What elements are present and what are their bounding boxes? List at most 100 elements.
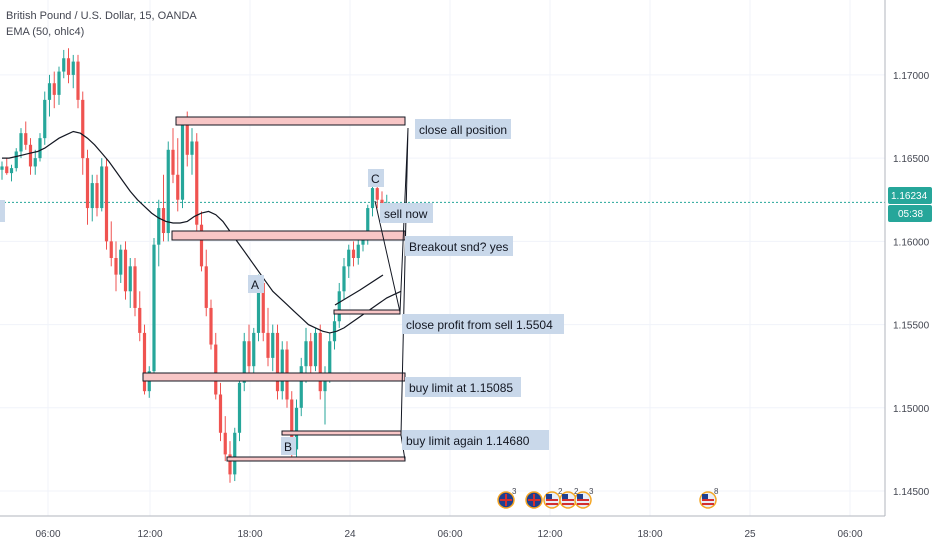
candle-body <box>294 407 299 450</box>
price-tick: 1.17000 <box>893 71 930 82</box>
candle-body <box>128 266 132 292</box>
label-a: A <box>251 278 259 292</box>
candle-body <box>237 382 242 433</box>
candle-body <box>266 332 270 358</box>
label-buy-limit-again: buy limit again 1.14680 <box>406 434 530 448</box>
candle-body <box>100 166 104 209</box>
candle-body <box>71 61 75 75</box>
symbol-title[interactable]: British Pound / U.S. Dollar, 15, OANDA <box>6 10 197 22</box>
candle-body <box>142 332 147 392</box>
candle-body <box>123 249 128 292</box>
candle-body <box>14 151 18 169</box>
candle-body <box>52 83 56 95</box>
candle-body <box>361 239 365 245</box>
candle-body <box>233 432 237 475</box>
price-tick: 1.14500 <box>893 487 930 498</box>
zone-buy-limit[interactable] <box>142 372 406 382</box>
event-count: 3 <box>589 487 594 496</box>
candle-body <box>81 99 85 159</box>
candle-body <box>43 99 47 139</box>
candle-body <box>323 374 327 392</box>
time-tick: 18:00 <box>237 529 262 540</box>
label-c: C <box>371 172 380 186</box>
label-sell-now: sell now <box>384 207 428 221</box>
candle-body <box>157 208 161 245</box>
event-count: 2 <box>574 487 579 496</box>
candle-body <box>166 149 170 234</box>
label-bg-breakout <box>405 236 513 256</box>
label-bg-buy-limit <box>405 377 521 397</box>
candle-body <box>133 266 137 308</box>
candle-body <box>342 266 346 292</box>
zone-bottom[interactable] <box>226 456 406 462</box>
left-edge-marker <box>0 200 5 222</box>
candle-body <box>138 307 142 333</box>
candle-body <box>290 399 294 450</box>
candle-body <box>380 199 384 205</box>
uk-event-flag-icon[interactable]: 3 <box>497 487 517 509</box>
ema-projection[interactable] <box>334 274 384 306</box>
label-bg-sell-now <box>380 203 433 223</box>
price-tick: 1.16000 <box>893 237 930 248</box>
candle-body <box>275 332 280 392</box>
indicator-legend[interactable]: EMA (50, ohlc4) <box>6 26 85 38</box>
candlestick-series <box>0 48 389 483</box>
label-b: B <box>284 440 292 454</box>
candle-body <box>76 61 80 100</box>
candle-body <box>47 83 52 100</box>
us-event-flag-icon[interactable]: 3 <box>574 487 594 509</box>
us-event-flag-icon[interactable]: 8 <box>699 487 719 509</box>
candle-body <box>218 394 223 433</box>
candle-body <box>313 332 318 367</box>
label-buy-limit: buy limit at 1.15085 <box>409 381 513 395</box>
candle-body <box>171 149 175 175</box>
zone-breakout[interactable] <box>171 230 406 241</box>
candle-body <box>252 332 256 367</box>
economic-events[interactable]: 3 2 2 3 8 <box>497 487 719 509</box>
candle-body <box>66 58 71 75</box>
current-price-badge <box>888 187 932 204</box>
annotation-drawings[interactable]: close all position sell now Breakout snd… <box>0 116 564 462</box>
candle-body <box>33 158 37 167</box>
uk-event-flag-icon[interactable] <box>525 491 543 509</box>
countdown-label: 05:38 <box>898 209 923 220</box>
candle-body <box>370 188 375 209</box>
candle-body <box>223 432 227 455</box>
price-tick: 1.15500 <box>893 321 930 332</box>
candle-body <box>195 141 199 225</box>
candle-body <box>256 282 261 333</box>
time-tick: 24 <box>344 529 356 540</box>
candle-body <box>271 332 275 358</box>
candle-body <box>28 144 33 167</box>
label-bg-a <box>248 275 264 293</box>
label-bg-buy-limit-again <box>402 430 549 450</box>
candle-body <box>176 174 180 200</box>
zone-close-all[interactable] <box>175 116 406 126</box>
candle-body <box>95 183 99 209</box>
candle-body <box>62 58 66 72</box>
zone-buy-limit-again[interactable] <box>281 430 402 436</box>
candle-body <box>366 208 370 240</box>
time-tick: 12:00 <box>537 529 562 540</box>
zone-close-profit[interactable] <box>333 309 401 315</box>
time-tick: 06:00 <box>437 529 462 540</box>
countdown-badge <box>888 205 932 222</box>
candle-body <box>375 188 379 200</box>
us-event-flag-icon[interactable]: 2 <box>559 487 579 509</box>
candle-body <box>104 166 109 242</box>
candle-body <box>304 341 308 367</box>
candle-body <box>185 124 189 155</box>
time-axis[interactable]: 06:00 12:00 18:00 24 06:00 12:00 18:00 25 06:00 <box>35 529 862 540</box>
price-axis[interactable]: 1.17000 1.16500 1.16000 1.15500 1.15000 1.145… <box>893 71 930 498</box>
us-event-flag-icon[interactable]: 2 <box>543 487 563 509</box>
candle-body <box>24 133 28 145</box>
label-breakout: Breakout snd? yes <box>409 240 508 254</box>
label-bg-close-profit <box>402 314 564 334</box>
candle-body <box>242 341 246 383</box>
candle-body <box>204 266 208 308</box>
candle-body <box>247 341 251 367</box>
candle-body <box>261 282 265 333</box>
current-price-label: 1.16234 <box>891 191 928 202</box>
candle-body <box>328 341 332 375</box>
